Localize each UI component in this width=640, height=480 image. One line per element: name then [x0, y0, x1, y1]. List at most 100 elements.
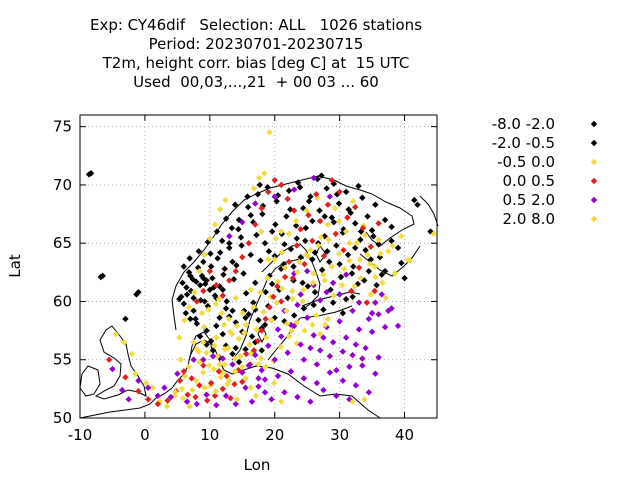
legend-label: 2.0 8.0	[503, 210, 555, 228]
data-point	[154, 392, 162, 400]
y-tick-label: 70	[53, 176, 72, 194]
data-point	[283, 213, 290, 220]
data-point	[336, 291, 343, 298]
data-point	[278, 398, 285, 405]
data-point	[272, 221, 279, 228]
data-point	[131, 370, 139, 377]
data-point	[221, 265, 228, 273]
data-point	[222, 196, 229, 204]
data-point	[239, 309, 247, 317]
data-point	[198, 309, 206, 317]
data-point	[344, 251, 352, 259]
data-point	[379, 279, 386, 287]
data-point	[330, 219, 337, 226]
data-point	[191, 288, 198, 296]
data-point	[226, 239, 233, 247]
data-point	[307, 344, 314, 352]
data-point	[370, 233, 377, 240]
data-point	[291, 186, 298, 193]
data-point	[226, 277, 233, 284]
data-point	[340, 265, 348, 273]
data-point	[87, 170, 95, 177]
data-point	[252, 351, 259, 359]
data-point	[388, 237, 395, 245]
data-point	[372, 201, 379, 208]
data-point	[364, 213, 371, 220]
data-point	[192, 393, 199, 401]
data-point	[220, 321, 228, 328]
data-point	[221, 346, 228, 353]
data-point	[189, 386, 196, 394]
data-point	[255, 316, 262, 324]
data-point	[283, 307, 290, 314]
data-point	[122, 374, 129, 381]
data-point	[226, 328, 234, 335]
data-point	[187, 315, 194, 323]
data-point	[229, 361, 236, 368]
data-point	[207, 337, 215, 345]
data-point	[378, 271, 386, 278]
data-point	[355, 264, 363, 271]
y-tick-label: 60	[53, 292, 72, 310]
data-point	[330, 292, 337, 299]
data-point	[106, 356, 113, 363]
data-point	[352, 203, 359, 211]
data-point	[293, 242, 300, 249]
data-point	[367, 291, 374, 298]
data-point	[233, 262, 240, 269]
data-point	[345, 206, 352, 213]
data-point	[349, 351, 356, 359]
data-point	[229, 258, 236, 266]
data-point	[350, 263, 357, 270]
data-point	[232, 267, 239, 275]
data-point	[309, 321, 316, 328]
data-point	[149, 384, 156, 391]
data-point	[355, 299, 363, 306]
data-point	[176, 334, 183, 341]
data-point	[226, 244, 233, 252]
data-point	[266, 129, 273, 136]
data-point	[297, 253, 304, 261]
plot-frame	[79, 114, 438, 419]
data-point	[260, 308, 267, 316]
data-point	[271, 256, 278, 263]
data-point	[391, 270, 399, 277]
data-point	[281, 241, 288, 248]
data-point	[204, 397, 211, 404]
data-point	[300, 305, 308, 312]
data-point	[193, 298, 201, 305]
data-point	[219, 355, 226, 362]
data-point	[242, 321, 250, 328]
data-point	[368, 328, 376, 335]
data-point	[389, 242, 397, 249]
data-point	[239, 253, 246, 261]
data-point	[220, 271, 227, 278]
x-tick-label: 10	[200, 426, 219, 444]
data-point	[190, 294, 197, 302]
data-point	[252, 200, 259, 207]
data-point	[365, 267, 373, 275]
data-point	[302, 237, 309, 245]
data-point	[196, 281, 204, 289]
data-point	[296, 258, 303, 266]
data-point	[339, 377, 347, 384]
data-point	[192, 377, 200, 384]
data-point	[257, 355, 265, 362]
data-point	[257, 257, 264, 264]
data-point	[271, 177, 278, 184]
legend-label: 0.0 0.5	[503, 172, 555, 190]
legend-marker	[590, 196, 598, 204]
data-point	[284, 294, 291, 302]
data-point	[359, 194, 366, 201]
data-point	[176, 377, 184, 384]
x-tick-label: 30	[330, 426, 349, 444]
data-point	[366, 260, 374, 268]
data-point	[372, 370, 379, 377]
data-point	[235, 216, 243, 224]
data-point	[178, 293, 185, 300]
data-point	[283, 320, 291, 327]
data-point	[238, 242, 245, 249]
data-point	[375, 241, 382, 248]
data-point	[294, 393, 301, 401]
data-point	[217, 206, 224, 213]
